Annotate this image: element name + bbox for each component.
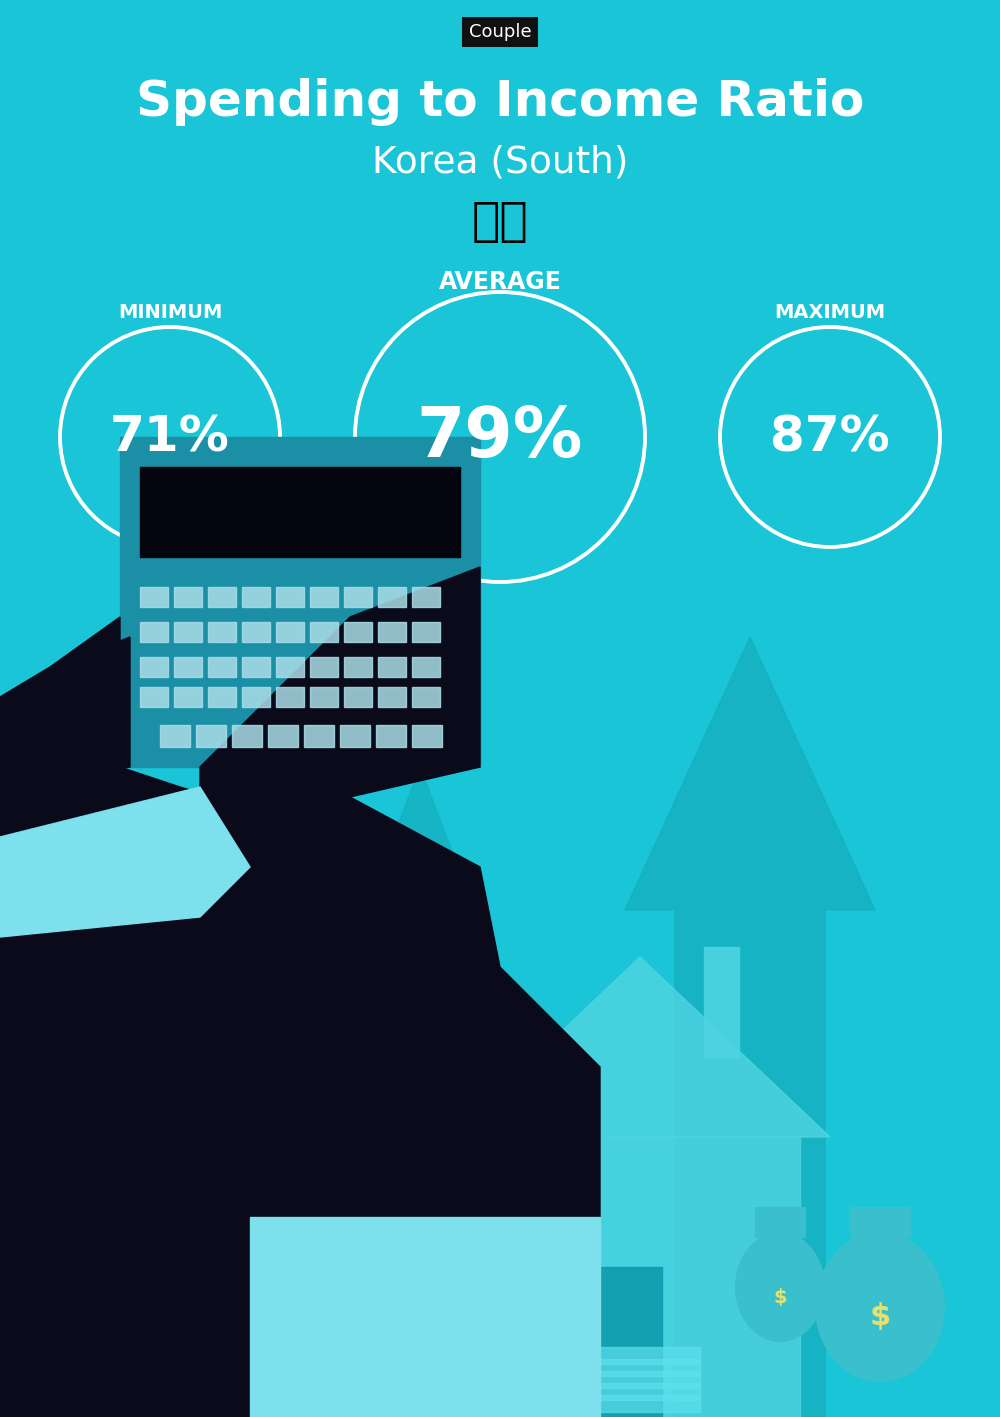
Polygon shape — [196, 726, 226, 747]
Polygon shape — [140, 587, 168, 606]
Polygon shape — [208, 687, 236, 707]
Text: 79%: 79% — [417, 404, 583, 470]
Polygon shape — [412, 587, 440, 606]
Text: 71%: 71% — [110, 412, 230, 461]
Polygon shape — [592, 1267, 662, 1417]
Polygon shape — [344, 587, 372, 606]
Polygon shape — [412, 622, 440, 642]
Polygon shape — [450, 956, 830, 1136]
Polygon shape — [304, 726, 334, 747]
Polygon shape — [560, 1394, 700, 1411]
Polygon shape — [242, 622, 270, 642]
Ellipse shape — [735, 1231, 825, 1342]
Polygon shape — [174, 622, 202, 642]
Polygon shape — [378, 687, 406, 707]
Polygon shape — [0, 567, 600, 1417]
Polygon shape — [276, 657, 304, 677]
Polygon shape — [140, 468, 460, 557]
Polygon shape — [242, 657, 270, 677]
Polygon shape — [208, 657, 236, 677]
Polygon shape — [412, 687, 440, 707]
Polygon shape — [378, 587, 406, 606]
Polygon shape — [276, 687, 304, 707]
Text: 🇰🇷: 🇰🇷 — [472, 200, 528, 245]
Polygon shape — [850, 1207, 910, 1237]
Polygon shape — [378, 657, 406, 677]
Polygon shape — [242, 687, 270, 707]
Text: Couple: Couple — [469, 23, 531, 41]
Polygon shape — [560, 1370, 700, 1389]
Polygon shape — [310, 687, 338, 707]
Polygon shape — [120, 436, 480, 767]
Polygon shape — [376, 726, 406, 747]
Text: AVERAGE: AVERAGE — [439, 271, 561, 293]
Polygon shape — [560, 1359, 700, 1376]
Polygon shape — [208, 587, 236, 606]
Text: Korea (South): Korea (South) — [372, 145, 628, 180]
Polygon shape — [232, 726, 262, 747]
Text: Spending to Income Ratio: Spending to Income Ratio — [136, 78, 864, 126]
Polygon shape — [310, 657, 338, 677]
Polygon shape — [160, 726, 190, 747]
Ellipse shape — [815, 1231, 945, 1382]
Polygon shape — [140, 657, 168, 677]
Polygon shape — [412, 726, 442, 747]
Polygon shape — [208, 622, 236, 642]
Polygon shape — [250, 1217, 600, 1417]
Polygon shape — [310, 587, 338, 606]
Polygon shape — [480, 1136, 800, 1417]
Polygon shape — [340, 726, 370, 747]
Text: MAXIMUM: MAXIMUM — [774, 302, 886, 322]
Polygon shape — [0, 616, 250, 1417]
Polygon shape — [140, 687, 168, 707]
Polygon shape — [344, 687, 372, 707]
Polygon shape — [560, 1346, 700, 1365]
Polygon shape — [174, 687, 202, 707]
Polygon shape — [268, 726, 298, 747]
Polygon shape — [704, 947, 739, 1057]
Polygon shape — [276, 587, 304, 606]
Polygon shape — [30, 638, 130, 777]
Text: $: $ — [869, 1302, 891, 1332]
Polygon shape — [378, 622, 406, 642]
Text: $: $ — [773, 1288, 787, 1306]
Polygon shape — [0, 786, 250, 937]
Polygon shape — [276, 622, 304, 642]
Polygon shape — [344, 657, 372, 677]
Text: 87%: 87% — [770, 412, 890, 461]
Polygon shape — [560, 1383, 700, 1400]
Polygon shape — [412, 657, 440, 677]
Polygon shape — [174, 657, 202, 677]
Text: MINIMUM: MINIMUM — [118, 302, 222, 322]
Polygon shape — [174, 587, 202, 606]
Polygon shape — [242, 587, 270, 606]
Polygon shape — [755, 1207, 805, 1237]
Polygon shape — [310, 622, 338, 642]
Polygon shape — [140, 622, 168, 642]
Polygon shape — [340, 767, 500, 1367]
Polygon shape — [625, 638, 875, 1417]
Polygon shape — [344, 622, 372, 642]
